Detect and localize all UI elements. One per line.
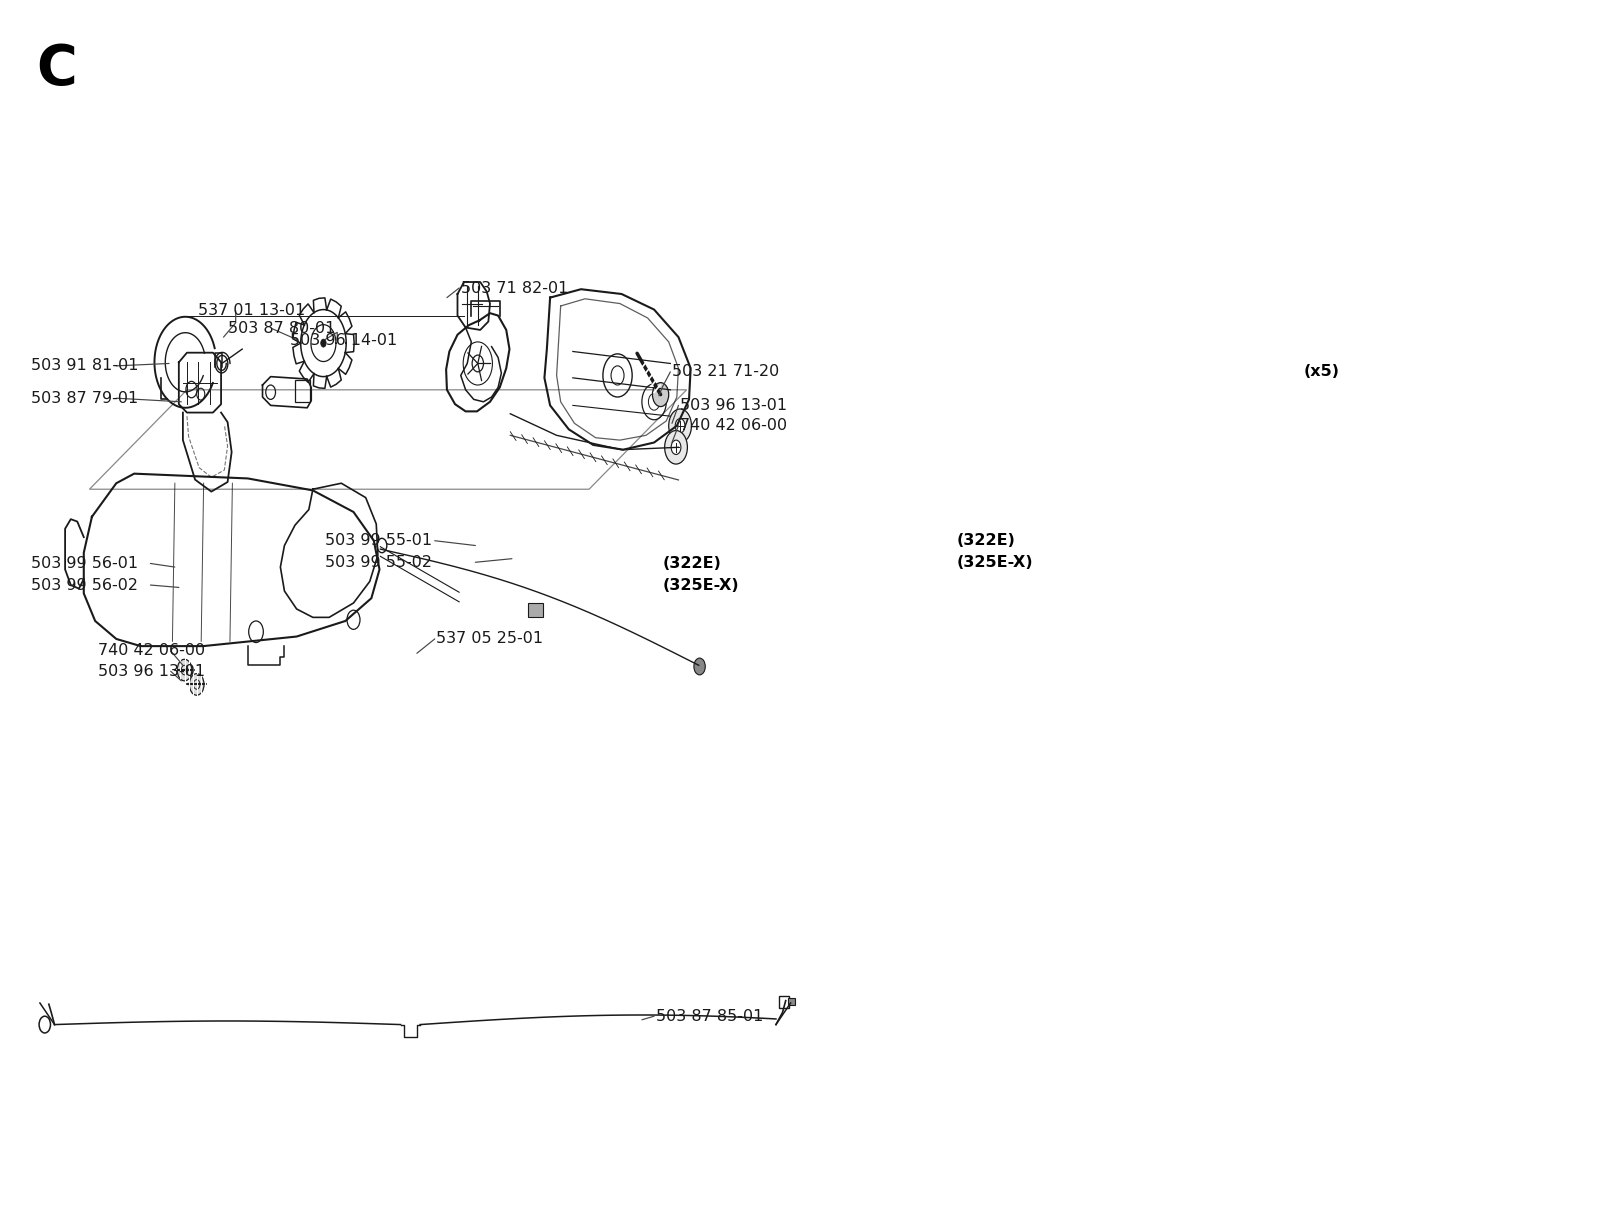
Text: 503 96 14-01: 503 96 14-01 [290,333,397,349]
Text: 740 42 06-00: 740 42 06-00 [98,644,205,658]
Text: 503 99 55-01: 503 99 55-01 [325,533,437,549]
Text: (322E): (322E) [662,556,722,570]
Text: 503 87 85-01: 503 87 85-01 [656,1008,763,1024]
Text: 503 91 81-01: 503 91 81-01 [30,358,139,374]
Bar [528,603,542,617]
Text: 503 99 56-01: 503 99 56-01 [30,556,144,570]
Text: 503 87 80-01: 503 87 80-01 [227,321,334,336]
Text: 537 01 13-01: 537 01 13-01 [197,303,304,318]
Circle shape [694,658,706,675]
Circle shape [189,674,205,695]
Circle shape [653,382,669,406]
Text: 503 99 55-02: 503 99 55-02 [325,555,437,569]
Circle shape [670,440,682,455]
Text: (322E): (322E) [957,533,1016,549]
Bar [789,999,795,1006]
Text: 503 99 56-02: 503 99 56-02 [30,578,142,592]
Bar [779,996,789,1008]
Circle shape [664,431,688,464]
Circle shape [675,418,685,433]
Text: 503 96 13-01: 503 96 13-01 [98,663,205,679]
Circle shape [669,409,691,443]
Bar [294,380,310,402]
Text: 537 05 25-01: 537 05 25-01 [437,632,544,646]
Text: (325E-X): (325E-X) [662,578,739,592]
Text: C: C [37,42,77,96]
Text: 740 42 06-00: 740 42 06-00 [680,418,787,433]
Text: (x5): (x5) [1304,364,1339,380]
Text: 503 71 82-01: 503 71 82-01 [461,281,568,295]
Text: (325E-X): (325E-X) [957,555,1034,569]
Text: 503 87 79-01: 503 87 79-01 [30,391,138,405]
Text: 503 96 13-01: 503 96 13-01 [680,398,787,412]
Circle shape [178,660,192,681]
Text: 503 21 71-20: 503 21 71-20 [672,364,784,380]
Circle shape [320,339,326,347]
